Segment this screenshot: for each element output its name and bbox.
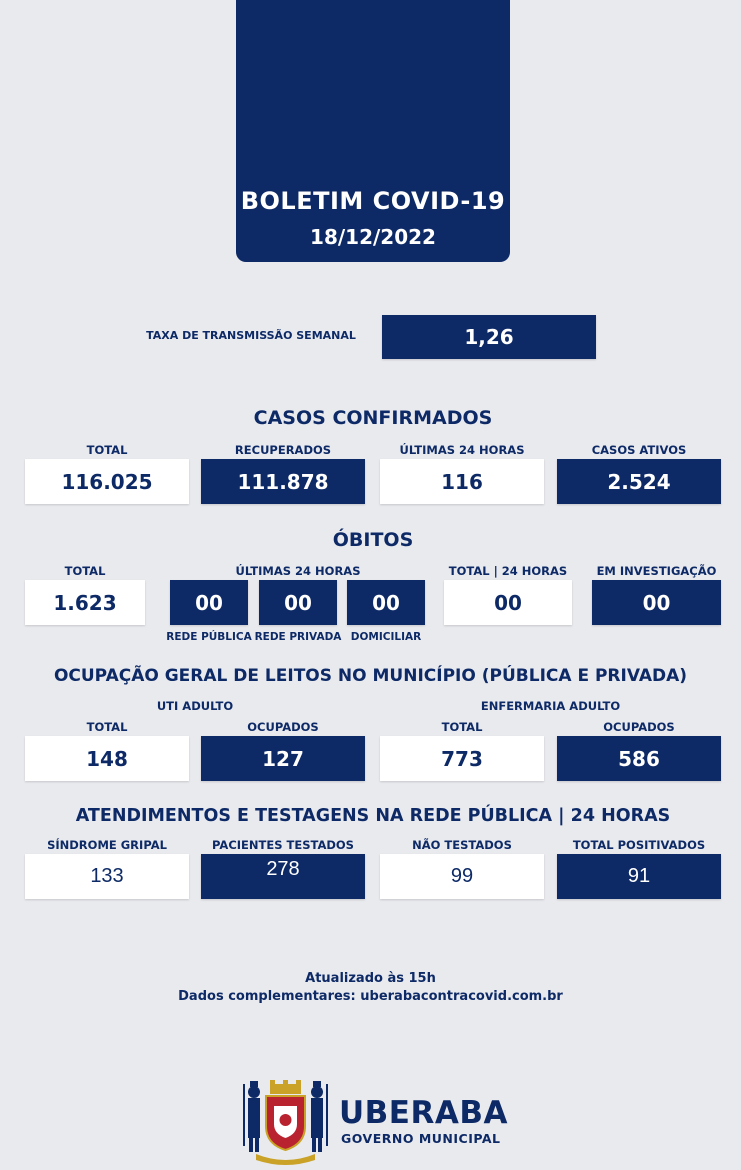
deaths-24h-label: ÚLTIMAS 24 HORAS	[235, 564, 361, 578]
uti-occupied-label: OCUPADOS	[247, 720, 319, 734]
ward-occupied-label: OCUPADOS	[603, 720, 675, 734]
cases-active-value: 2.524	[557, 459, 721, 504]
tests-untested-label: NÃO TESTADOS	[412, 838, 512, 852]
city-subtitle: GOVERNO MUNICIPAL	[341, 1131, 501, 1146]
cases-24h-label: ÚLTIMAS 24 HORAS	[399, 443, 525, 457]
more-info-note: Dados complementares: uberabacontracovid…	[178, 989, 563, 1004]
transmission-value: 1,26	[382, 315, 596, 359]
ward-label: ENFERMARIA ADULTO	[480, 699, 621, 713]
transmission-label: TAXA DE TRANSMISSÃO SEMANAL	[146, 329, 356, 342]
tests-untested-value: 99	[380, 854, 544, 899]
tests-positive-label: TOTAL POSITIVADOS	[572, 838, 706, 852]
beds-title: OCUPAÇÃO GERAL DE LEITOS NO MUNICÍPIO (P…	[53, 666, 688, 686]
uti-occupied-value: 127	[201, 736, 365, 781]
deaths-private-label: REDE PRIVADA	[254, 631, 342, 643]
tests-tested-value: 278	[201, 854, 365, 899]
tests-title: ATENDIMENTOS E TESTAGENS NA REDE PÚBLICA…	[75, 806, 671, 826]
cases-active-label: CASOS ATIVOS	[591, 443, 687, 457]
deaths-public-value: 00	[170, 580, 248, 625]
cases-24h-value: 116	[380, 459, 544, 504]
deaths-private-value: 00	[259, 580, 337, 625]
deaths-total24-label: TOTAL | 24 HORAS	[448, 564, 568, 578]
cases-recovered-label: RECUPERADOS	[234, 443, 332, 457]
updated-note: Atualizado às 15h	[305, 971, 436, 986]
ward-total-value: 773	[380, 736, 544, 781]
bulletin-title: BOLETIM COVID-19	[240, 187, 506, 215]
uti-label: UTI ADULTO	[156, 699, 234, 713]
deaths-total-value: 1.623	[25, 580, 145, 625]
deaths-home-value: 00	[347, 580, 425, 625]
header-banner: BOLETIM COVID-19 18/12/2022	[236, 0, 510, 262]
deaths-total24-value: 00	[444, 580, 572, 625]
ward-occupied-value: 586	[557, 736, 721, 781]
deaths-investigation-label: EM INVESTIGAÇÃO	[596, 564, 717, 578]
cases-total-value: 116.025	[25, 459, 189, 504]
ward-total-label: TOTAL	[441, 720, 483, 734]
deaths-home-label: DOMICILIAR	[350, 631, 422, 643]
deaths-investigation-value: 00	[592, 580, 721, 625]
city-name: UBERABA	[339, 1095, 508, 1131]
deaths-total-label: TOTAL	[64, 564, 106, 578]
cases-recovered-value: 111.878	[201, 459, 365, 504]
deaths-title: ÓBITOS	[332, 529, 414, 551]
tests-positive-value: 91	[557, 854, 721, 899]
uti-total-value: 148	[25, 736, 189, 781]
deaths-public-label: REDE PÚBLICA	[166, 631, 252, 643]
tests-tested-label: PACIENTES TESTADOS	[212, 838, 354, 852]
tests-flu-label: SÍNDROME GRIPAL	[47, 838, 167, 852]
city-coat-of-arms-icon	[238, 1076, 333, 1166]
bulletin-date: 18/12/2022	[310, 225, 436, 249]
uti-total-label: TOTAL	[86, 720, 128, 734]
cases-total-label: TOTAL	[86, 443, 128, 457]
cases-title: CASOS CONFIRMADOS	[253, 407, 493, 429]
tests-flu-value: 133	[25, 854, 189, 899]
